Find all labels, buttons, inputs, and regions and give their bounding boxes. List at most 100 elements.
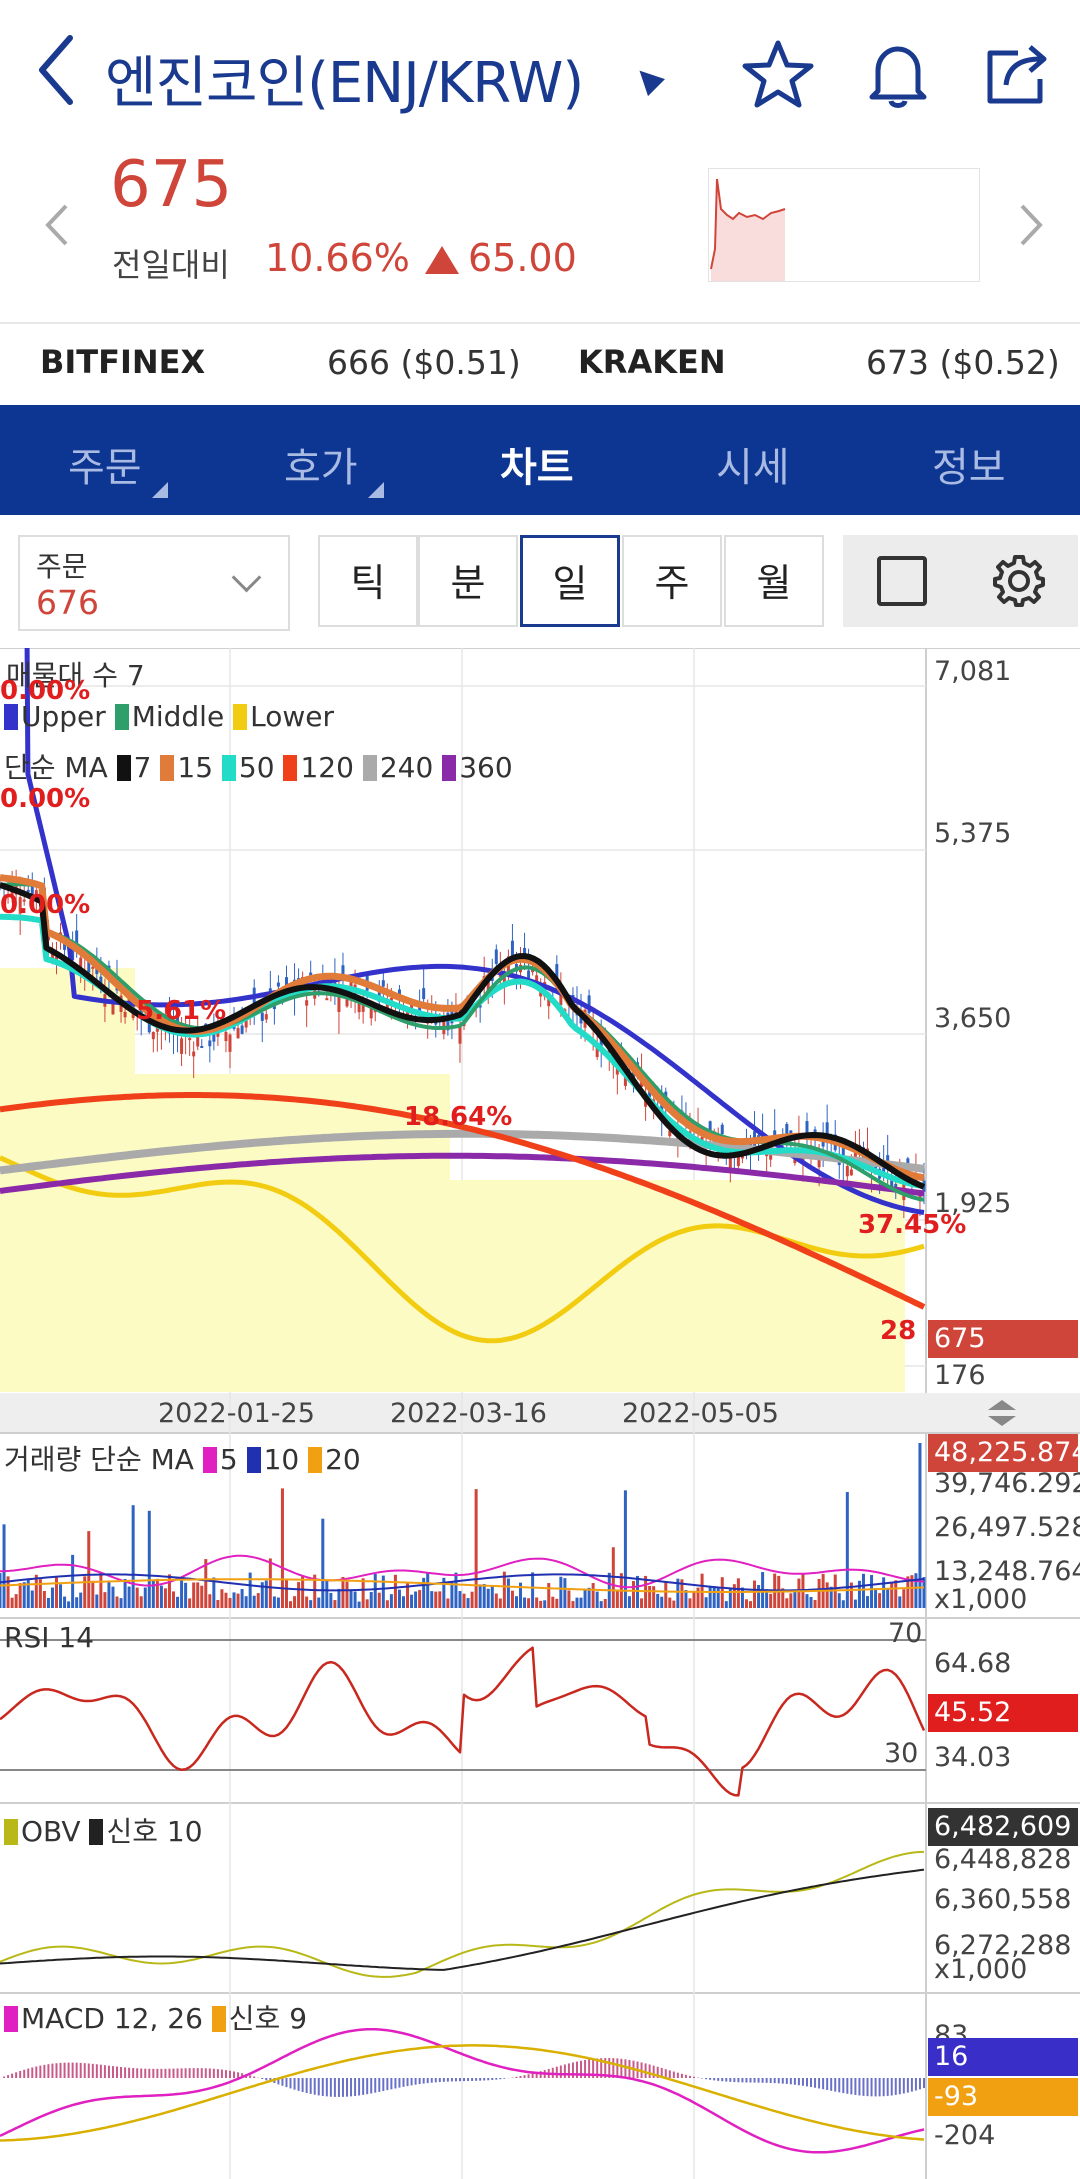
candle <box>99 976 103 988</box>
tab-dropdown-icon <box>152 482 168 498</box>
candle <box>458 1025 462 1044</box>
tab-quotes[interactable]: 시세 <box>716 445 790 491</box>
volume-bar <box>486 1588 490 1608</box>
volume-bar <box>107 1581 111 1608</box>
candle <box>75 930 79 944</box>
candle <box>325 998 329 1001</box>
volume-bar <box>744 1599 748 1608</box>
volume-bar <box>151 1580 155 1608</box>
prev-coin-icon[interactable] <box>38 200 78 250</box>
volume-bar <box>898 1596 902 1608</box>
legend-bollinger: 매물대 수 7 <box>6 659 145 692</box>
current-price: 675 <box>110 148 233 222</box>
tab-info[interactable]: 정보 <box>932 445 1006 491</box>
share-icon[interactable] <box>978 35 1058 115</box>
macd-line <box>0 2028 925 2154</box>
bell-icon[interactable] <box>858 35 938 115</box>
volume-bar <box>696 1587 700 1608</box>
period-tick[interactable]: 틱 <box>318 535 418 627</box>
volume-bar <box>18 1583 22 1608</box>
title-dropdown-icon[interactable] <box>631 62 665 97</box>
y-tick: -204 <box>934 2120 996 2151</box>
volume-bar <box>309 1600 313 1608</box>
legend-obv: OBV 신호 10 <box>4 1810 203 1850</box>
volume-bar <box>857 1580 861 1608</box>
candle <box>204 1023 208 1026</box>
volume-bar <box>79 1592 83 1608</box>
volume-bar <box>753 1580 757 1608</box>
volume-bar <box>422 1577 426 1608</box>
back-icon[interactable] <box>30 30 90 110</box>
candle <box>337 993 341 1013</box>
star-icon[interactable] <box>738 35 818 115</box>
volume-bar <box>591 1583 595 1608</box>
chart-area[interactable]: 매물대 수 7 Upper Middle Lower 단순 MA 7 15 50… <box>0 648 1080 2179</box>
resize-handle-icon[interactable] <box>982 1396 1022 1430</box>
volume-bar <box>853 1599 857 1608</box>
next-coin-icon[interactable] <box>1010 200 1050 250</box>
volume-bar <box>849 1582 853 1608</box>
volume-bar <box>357 1601 361 1608</box>
legend-swatch <box>233 704 248 730</box>
volume-bar <box>99 1572 103 1608</box>
y-tick: 3,650 <box>934 1003 1012 1034</box>
volume-bar <box>478 1584 482 1608</box>
volume-bar <box>2 1524 6 1608</box>
volume-bar <box>615 1591 619 1608</box>
ma120-line <box>0 1092 926 1310</box>
volume-bar <box>789 1593 793 1608</box>
app-header: 엔진코인(ENJ/KRW) <box>0 0 1080 150</box>
volume-bar <box>0 1573 2 1608</box>
volume-bar <box>793 1590 797 1608</box>
candle <box>397 989 401 997</box>
volume-bar <box>50 1587 54 1608</box>
rsi-badge: 45.52 <box>928 1694 1078 1732</box>
change-amount: 65.00 <box>468 236 577 280</box>
volume-bar <box>466 1598 470 1608</box>
profile-pct: 0.00% <box>0 784 91 814</box>
tab-orderbook[interactable]: 호가 <box>284 445 358 491</box>
volume-bar <box>886 1588 890 1608</box>
page-title[interactable]: 엔진코인(ENJ/KRW) <box>105 51 584 116</box>
tab-dropdown-icon <box>368 482 384 498</box>
candle <box>385 1000 389 1010</box>
volume-bar <box>123 1578 127 1608</box>
candle <box>555 964 559 981</box>
period-month[interactable]: 월 <box>724 535 824 627</box>
volume-bar <box>809 1597 813 1608</box>
period-minute[interactable]: 분 <box>418 535 518 627</box>
y-unit: x1,000 <box>934 1954 1028 1985</box>
volume-bar <box>498 1598 502 1608</box>
tab-order[interactable]: 주문 <box>68 445 142 491</box>
chart-canvas <box>0 648 1080 2179</box>
order-selector[interactable] <box>18 535 290 631</box>
volume-bar <box>180 1578 184 1608</box>
volume-bar <box>543 1600 547 1608</box>
x-tick: 2022-05-05 <box>622 1398 779 1429</box>
y-tick: 64.68 <box>934 1648 1012 1679</box>
layout-button[interactable] <box>843 535 961 627</box>
candle <box>30 882 34 901</box>
volume-bar <box>882 1577 886 1608</box>
macd-signal-badge: -93 <box>928 2078 1078 2116</box>
volume-bar <box>805 1594 809 1608</box>
candle <box>853 1145 857 1163</box>
settings-button[interactable] <box>960 535 1078 627</box>
y-tick: 1,925 <box>934 1188 1012 1219</box>
volume-bar <box>252 1595 256 1608</box>
period-day[interactable]: 일 <box>520 535 620 627</box>
volume-bar <box>765 1589 769 1608</box>
volume-bar <box>668 1597 672 1608</box>
volume-bar <box>462 1593 466 1608</box>
period-week[interactable]: 주 <box>622 535 722 627</box>
volume-bar <box>389 1594 393 1608</box>
tab-chart[interactable]: 차트 <box>500 445 574 491</box>
volume-bar <box>700 1573 704 1608</box>
volume-bar <box>46 1597 50 1608</box>
candle <box>345 999 349 1007</box>
volume-bar <box>34 1574 38 1608</box>
volume-bar <box>192 1582 196 1608</box>
volume-bar <box>406 1582 410 1608</box>
candle <box>34 890 38 897</box>
rsi-level: 70 <box>888 1618 923 1649</box>
